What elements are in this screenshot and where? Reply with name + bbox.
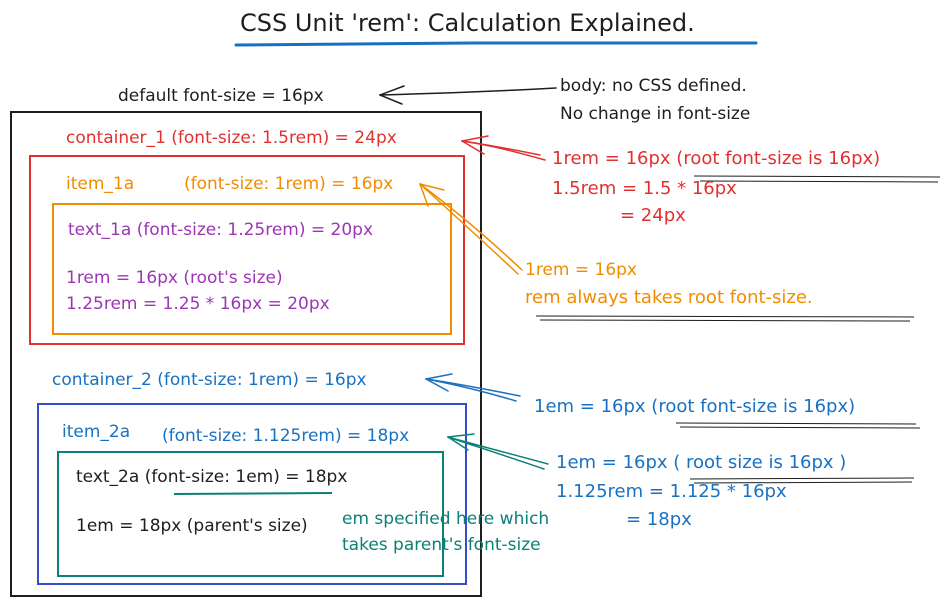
item-2a-note-line-2: 1.125rem = 1.125 * 16px [556, 481, 787, 502]
container-1-label: container_1 (font-size: 1.5rem) = 24px [66, 128, 397, 148]
body-note-line-2: No change in font-size [560, 104, 751, 124]
arrow-body-note [379, 85, 557, 105]
text-2a-note-line-2: takes parent's font-size [342, 535, 541, 555]
default-font-size-label: default font-size = 16px [118, 86, 324, 106]
body-box [10, 111, 482, 597]
item-1a-label: (font-size: 1rem) = 16px [184, 174, 394, 194]
teal-note-underline [689, 477, 915, 484]
item-1a-note-line-1: 1rem = 16px [525, 260, 637, 280]
item-2a-name: item_2a [62, 422, 131, 442]
item-1a-box [52, 203, 452, 335]
arrow-item-1a [419, 183, 523, 275]
orange-note-underline [535, 315, 915, 322]
red-note-underline [693, 175, 941, 183]
container-2-note: 1em = 16px (root font-size is 16px) [534, 396, 856, 417]
item-2a-label: (font-size: 1.125rem) = 18px [162, 426, 410, 446]
text-2a-label: text_2a (font-size: 1em) = 18px [76, 467, 348, 487]
item-1a-note-line-2: rem always takes root font-size. [525, 287, 813, 308]
text-1a-calc-line-1: 1rem = 16px (root's size) [66, 268, 283, 288]
text-2a-note-line-1: em specified here which [342, 509, 550, 529]
container-1-note-line-2: 1.5rem = 1.5 * 16px [552, 178, 737, 199]
container-2-box [37, 403, 467, 585]
em-underline [173, 492, 333, 495]
container-1-box [29, 155, 465, 345]
arrow-container-2 [425, 373, 521, 402]
text-2a-box [57, 451, 444, 577]
page-title: CSS Unit 'rem': Calculation Explained. [240, 9, 695, 37]
item-2a-note-line-3: = 18px [626, 509, 692, 530]
title-underline [234, 41, 758, 47]
container-2-label: container_2 (font-size: 1rem) = 16px [52, 370, 367, 390]
body-note-line-1: body: no CSS defined. [560, 76, 747, 96]
text-1a-calc-line-2: 1.25rem = 1.25 * 16px = 20px [66, 294, 330, 314]
arrow-container-1 [461, 135, 546, 161]
text-1a-label: text_1a (font-size: 1.25rem) = 20px [68, 220, 374, 240]
blue-note-underline [675, 422, 921, 429]
arrow-item-2a [447, 433, 549, 470]
container-1-note-line-3: = 24px [620, 205, 686, 226]
container-1-note-line-1: 1rem = 16px (root font-size is 16px) [552, 148, 881, 169]
text-2a-calc-line-1: 1em = 18px (parent's size) [76, 516, 308, 536]
item-2a-note-line-1: 1em = 16px ( root size is 16px ) [556, 452, 847, 473]
item-1a-name: item_1a [66, 174, 135, 194]
